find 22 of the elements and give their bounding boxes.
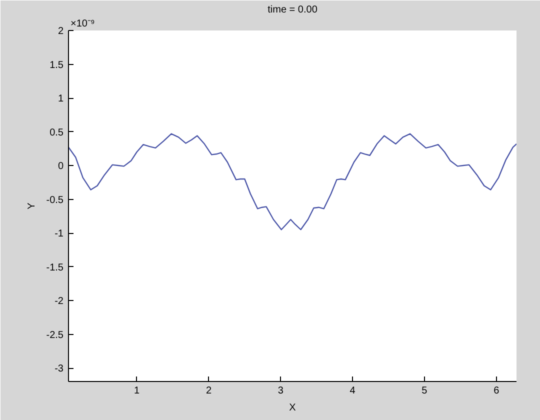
y-axis-title: Y bbox=[26, 202, 38, 210]
x-tick-label: 6 bbox=[494, 386, 500, 396]
chart-title: time = 0.00 bbox=[268, 4, 318, 16]
y-tick-label: 2 bbox=[58, 26, 64, 37]
y-tick-label: 0 bbox=[58, 161, 64, 172]
line-series bbox=[68, 133, 516, 230]
y-tick-label: 1 bbox=[58, 94, 64, 104]
x-tick-label: 5 bbox=[422, 386, 428, 396]
x-tick-label: 2 bbox=[206, 386, 212, 396]
text: ×10⁻⁹ bbox=[70, 18, 95, 30]
y-tick-label: 1.5 bbox=[50, 60, 64, 71]
x-tick-label: 1 bbox=[134, 386, 140, 396]
x-tick-label: 4 bbox=[350, 386, 356, 396]
y-tick-label: -2.5 bbox=[46, 330, 64, 341]
x-axis-title: X bbox=[289, 402, 296, 414]
y-tick-label: -2 bbox=[54, 296, 64, 307]
y-tick-label: 0.5 bbox=[50, 127, 64, 138]
y-tick-label: -3 bbox=[54, 364, 64, 374]
y-tick-label: -1.5 bbox=[46, 262, 64, 274]
y-tick-label: -0.5 bbox=[46, 194, 64, 206]
x-tick-label: 3 bbox=[278, 386, 284, 396]
y-tick-label: -1 bbox=[54, 228, 64, 240]
